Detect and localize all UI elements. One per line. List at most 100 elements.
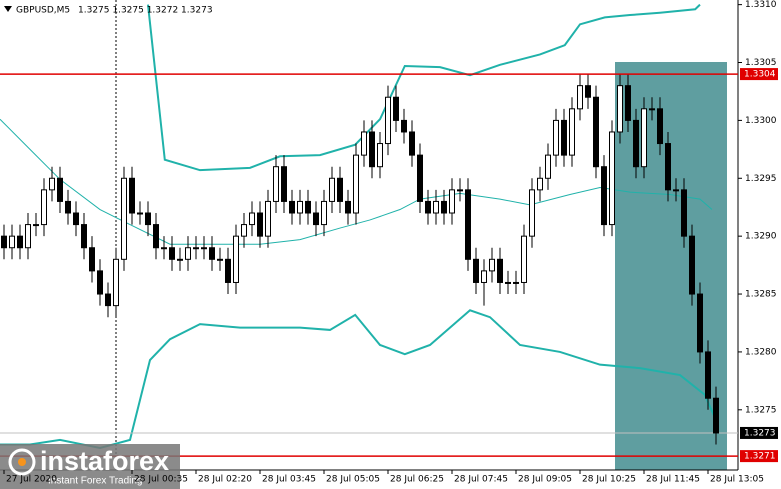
candle-body: [313, 212, 319, 226]
candle-body: [561, 119, 567, 156]
candle-body: [705, 351, 711, 399]
candle-body: [513, 281, 519, 284]
price-label: 1.3273: [744, 428, 776, 438]
candle-body: [257, 212, 263, 237]
candle-body: [201, 247, 207, 250]
y-tick-label: 1.3290: [745, 232, 777, 242]
candle-body: [369, 131, 375, 168]
candle-body: [713, 397, 719, 434]
candle-body: [417, 154, 423, 202]
candle-body: [665, 143, 671, 191]
candle-body: [137, 212, 143, 215]
x-tick-label: 28 Jul 06:25: [390, 475, 444, 485]
logo-icon: [8, 448, 36, 476]
candle-body: [505, 281, 511, 284]
y-tick-label: 1.3285: [745, 290, 777, 300]
candle-body: [385, 96, 391, 145]
candle-body: [673, 189, 679, 192]
candle-body: [17, 235, 23, 249]
candle-body: [97, 270, 103, 295]
x-tick-label: 28 Jul 00:35: [134, 475, 188, 485]
candle-body: [553, 119, 559, 156]
candle-body: [393, 96, 399, 121]
candle-body: [353, 154, 359, 214]
x-tick-label: 28 Jul 03:45: [262, 475, 316, 485]
candle-body: [697, 293, 703, 353]
candle-body: [433, 200, 439, 214]
tagline: Instant Forex Trading: [48, 476, 143, 487]
candle-body: [649, 108, 655, 111]
candle-body: [297, 200, 303, 214]
candle-body: [337, 177, 343, 202]
candle-body: [217, 258, 223, 261]
candle-body: [65, 200, 71, 214]
candle-body: [273, 166, 279, 202]
watermark: instaforex Instant Forex Trading: [0, 444, 180, 489]
candle-body: [569, 108, 575, 156]
y-tick-label: 1.3305: [745, 58, 777, 68]
candle-body: [641, 108, 647, 168]
band-line: [147, 3, 701, 172]
candle-body: [617, 85, 623, 133]
candle-body: [145, 212, 151, 226]
candle-body: [129, 177, 135, 214]
y-tick-label: 1.3300: [745, 116, 777, 126]
candle-body: [1, 235, 7, 249]
candle-body: [305, 200, 311, 214]
candle-body: [249, 212, 255, 226]
candle-body: [329, 177, 335, 202]
x-tick-label: 28 Jul 07:45: [454, 475, 508, 485]
candle-body: [633, 119, 639, 168]
candle-body: [89, 247, 95, 272]
candle-body: [233, 235, 239, 283]
candle-body: [33, 224, 39, 227]
candle-body: [289, 200, 295, 214]
candle-body: [193, 247, 199, 250]
candle-body: [409, 131, 415, 156]
candle-body: [577, 85, 583, 110]
candle-body: [481, 270, 487, 283]
y-tick-label: 1.3295: [745, 174, 777, 184]
candle-body: [121, 177, 127, 260]
candle-body: [441, 200, 447, 214]
candle-body: [185, 247, 191, 260]
brand: instaforex: [40, 446, 169, 476]
ohlc: 1.3275 1.3275 1.3272 1.3273: [78, 6, 213, 16]
candle-body: [161, 247, 167, 250]
candle-body: [225, 258, 231, 283]
candle-body: [545, 154, 551, 179]
candle-body: [457, 189, 463, 192]
candle-body: [209, 247, 215, 260]
level-tag: [740, 450, 778, 463]
candle-body: [41, 189, 47, 226]
candle-body: [609, 131, 615, 226]
candle-body: [377, 143, 383, 168]
level-label: 1.3271: [744, 452, 776, 462]
band-line: [0, 309, 717, 450]
y-tick-label: 1.3275: [745, 405, 777, 415]
candle-body: [425, 200, 431, 214]
candle-body: [49, 177, 55, 191]
candle-body: [689, 235, 695, 295]
candle-body: [657, 108, 663, 145]
candle-body: [321, 200, 327, 226]
candle-body: [73, 212, 79, 226]
menu-arrow[interactable]: [4, 6, 12, 12]
candle-body: [465, 189, 471, 260]
level-tag: [740, 68, 778, 81]
logo-dot: [18, 458, 26, 466]
candle-body: [529, 189, 535, 237]
candle-body: [57, 177, 63, 202]
candle-body: [105, 293, 111, 307]
candle-body: [81, 224, 87, 249]
x-tick-label: 28 Jul 11:45: [646, 475, 700, 485]
candle-body: [593, 96, 599, 168]
candle-body: [361, 131, 367, 156]
y-tick-label: 1.3280: [745, 347, 777, 357]
candle-body: [625, 85, 631, 121]
candle-body: [169, 247, 175, 260]
candle-body: [241, 224, 247, 237]
candle-body: [537, 177, 543, 191]
x-tick-label: 28 Jul 13:05: [710, 475, 764, 485]
